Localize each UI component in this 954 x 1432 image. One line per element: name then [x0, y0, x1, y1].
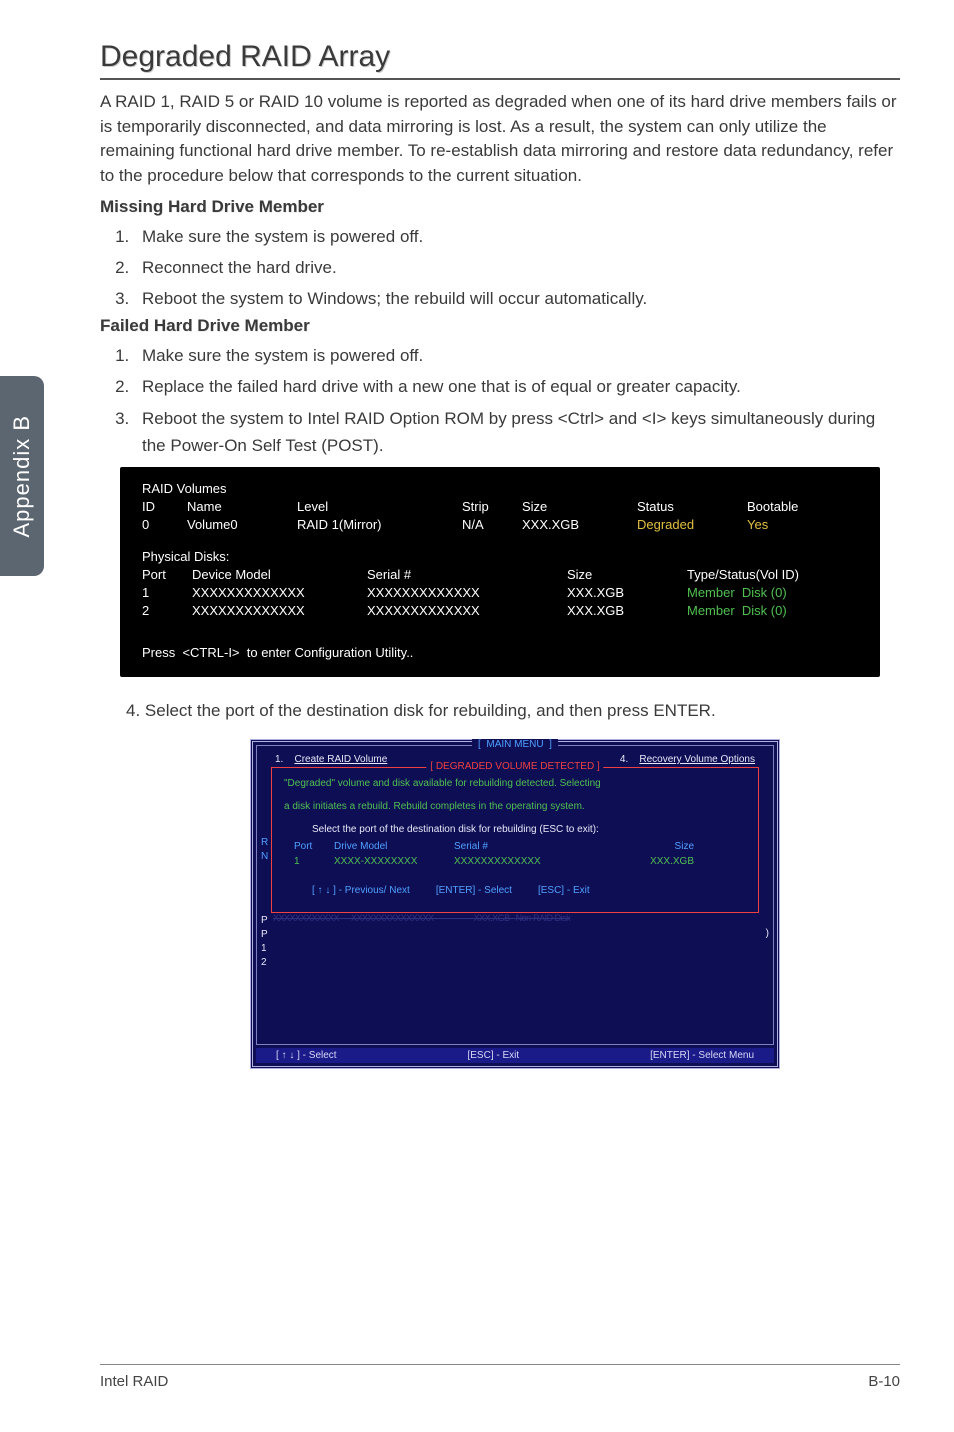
pd-size: XXX.XGB [567, 585, 687, 600]
pd-port: 1 [142, 585, 192, 600]
vol-bootable: Yes [747, 517, 768, 532]
col-device-model: Device Model [192, 567, 367, 582]
sidebar-tab: Appendix B [0, 376, 44, 576]
col-port: Port [142, 567, 192, 582]
detect-msg1: "Degraded" volume and disk available for… [284, 776, 746, 791]
list-item: Make sure the system is powered off. [134, 223, 900, 250]
page-footer: Intel RAID B-10 [100, 1364, 900, 1390]
col-model: Drive Model [334, 841, 454, 852]
nav-esc: [ESC] - Exit [538, 885, 590, 896]
pd-port: 2 [142, 603, 192, 618]
select-port-msg: Select the port of the destination disk … [312, 824, 746, 835]
list-item: Replace the failed hard drive with a new… [134, 373, 900, 400]
pd-model: XXXXXXXXXXXXX [192, 603, 367, 618]
col-size: Size [522, 499, 637, 514]
main-menu-label: [ MAIN MENU ] [472, 739, 558, 750]
pd-type: Member Disk (0) [687, 603, 787, 618]
nav-prev: [ ↑ ↓ ] - Previous/ Next [312, 885, 410, 896]
list-item: Reconnect the hard drive. [134, 254, 900, 281]
bios-frame: [ MAIN MENU ] 1. Create RAID Volume 4. R… [256, 745, 774, 1045]
bios-footer: [ ↑ ↓ ] - Select [ESC] - Exit [ENTER] - … [256, 1048, 774, 1063]
intro-paragraph: A RAID 1, RAID 5 or RAID 10 volume is re… [100, 90, 900, 189]
row-size: XXX.XGB [614, 856, 694, 867]
list-item: Reboot the system to Windows; the rebuil… [134, 285, 900, 312]
detect-msg2: a disk initiates a rebuild. Rebuild comp… [284, 799, 746, 814]
pd-size: XXX.XGB [567, 603, 687, 618]
col-bootable: Bootable [747, 499, 798, 514]
failed-heading: Failed Hard Drive Member [100, 316, 900, 336]
pd-serial: XXXXXXXXXXXXX [367, 603, 567, 618]
vol-status: Degraded [637, 517, 747, 532]
vol-name: Volume0 [187, 517, 297, 532]
col-level: Level [297, 499, 462, 514]
footer-right: B-10 [868, 1373, 900, 1390]
physical-disks-label: Physical Disks: [142, 549, 229, 564]
row-serial: XXXXXXXXXXXXX [454, 856, 614, 867]
missing-steps: Make sure the system is powered off. Rec… [100, 223, 900, 313]
vol-size: XXX.XGB [522, 517, 637, 532]
list-item: Make sure the system is powered off. [134, 342, 900, 369]
bios-screenshot-1: RAID Volumes ID Name Level Strip Size St… [120, 467, 880, 677]
col-name: Name [187, 499, 297, 514]
col-serial: Serial # [367, 567, 567, 582]
row-model: XXXX-XXXXXXXX [334, 856, 454, 867]
col-size: Size [567, 567, 687, 582]
pd-type: Member Disk (0) [687, 585, 787, 600]
failed-steps: Make sure the system is powered off. Rep… [100, 342, 900, 459]
list-item: Reboot the system to Intel RAID Option R… [134, 405, 900, 459]
paren: ) [766, 928, 769, 939]
missing-heading: Missing Hard Drive Member [100, 197, 900, 217]
disk-table-row: 1 XXXX-XXXXXXXX XXXXXXXXXXXXX XXX.XGB [284, 856, 746, 867]
page-title: Degraded RAID Array [100, 40, 900, 80]
main-content: Degraded RAID Array A RAID 1, RAID 5 or … [100, 40, 900, 1069]
side-letters: PP12 [261, 914, 268, 970]
bios-screenshot-2-wrapper: [ MAIN MENU ] 1. Create RAID Volume 4. R… [250, 739, 780, 1069]
footer-select: [ ↑ ↓ ] - Select [276, 1050, 337, 1061]
col-strip: Strip [462, 499, 522, 514]
col-status: Status [637, 499, 747, 514]
raid-volumes-label: RAID Volumes [142, 481, 227, 496]
menu-left: 1. Create RAID Volume [275, 754, 387, 765]
step-4: 4. Select the port of the destination di… [124, 701, 900, 721]
footer-menu: [ENTER] - Select Menu [650, 1050, 754, 1061]
bios-screenshot-2: [ MAIN MENU ] 1. Create RAID Volume 4. R… [250, 739, 780, 1069]
vol-strip: N/A [462, 517, 522, 532]
footer-left: Intel RAID [100, 1373, 168, 1390]
pd-serial: XXXXXXXXXXXXX [367, 585, 567, 600]
col-type-status: Type/Status(Vol ID) [687, 567, 799, 582]
degraded-label: [ DEGRADED VOLUME DETECTED ] [426, 761, 603, 772]
menu-right: 4. Recovery Volume Options [620, 754, 755, 765]
col-id: ID [142, 499, 187, 514]
col-port: Port [294, 841, 334, 852]
ghost-row: XXXXXXXXXXXX XXXXXXXXXXXXXXX XXX.XGB Non… [265, 913, 765, 923]
vol-id: 0 [142, 517, 187, 532]
col-serial: Serial # [454, 841, 614, 852]
nav-row: [ ↑ ↓ ] - Previous/ Next [ENTER] - Selec… [284, 885, 746, 896]
degraded-detect-box: [ DEGRADED VOLUME DETECTED ] "Degraded" … [271, 767, 759, 913]
footer-esc: [ESC] - Exit [467, 1050, 519, 1061]
nav-enter: [ENTER] - Select [436, 885, 512, 896]
disk-table-head: Port Drive Model Serial # Size [284, 841, 746, 852]
pd-model: XXXXXXXXXXXXX [192, 585, 367, 600]
vol-level: RAID 1(Mirror) [297, 517, 462, 532]
col-size: Size [614, 841, 694, 852]
side-letters: RN [261, 836, 268, 864]
press-ctrl-i: Press <CTRL-I> to enter Configuration Ut… [142, 645, 413, 660]
sidebar-label: Appendix B [9, 415, 35, 538]
row-port: 1 [294, 856, 334, 867]
